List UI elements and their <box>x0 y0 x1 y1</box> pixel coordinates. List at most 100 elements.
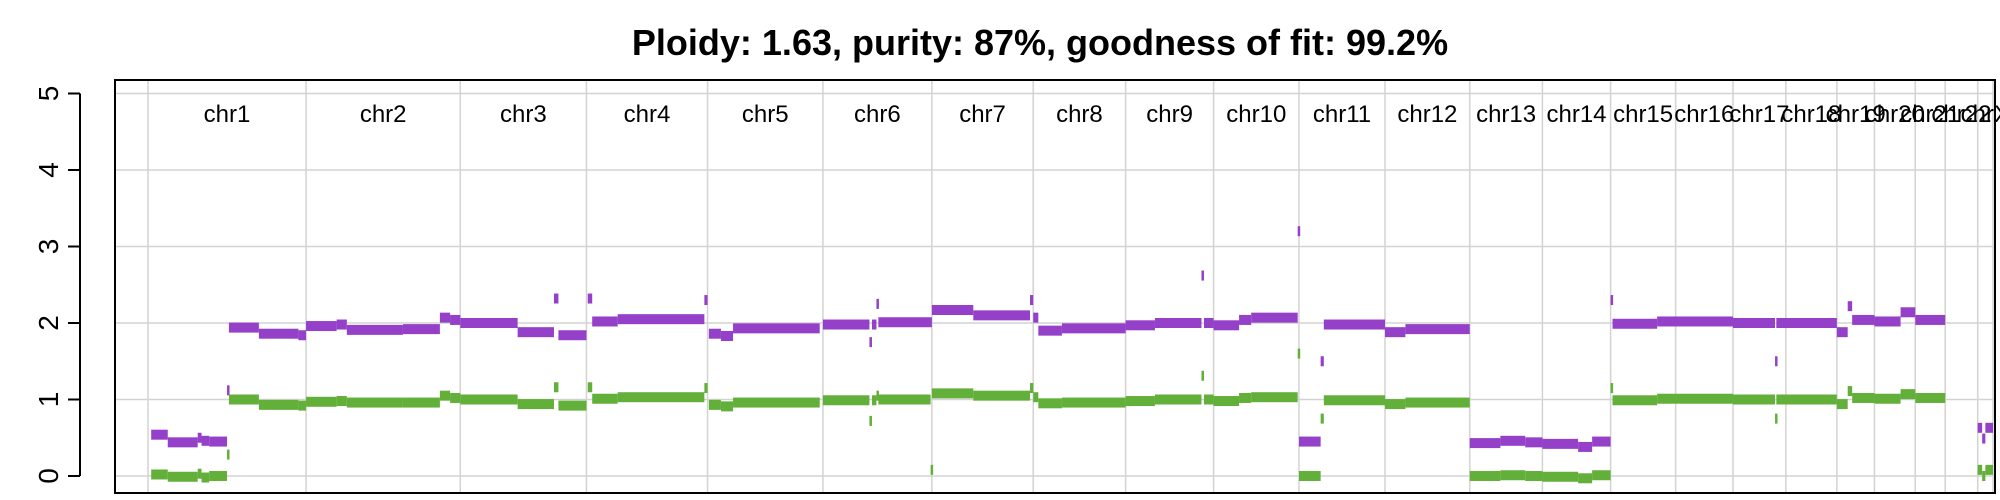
chromosome-label: chr1 <box>204 101 251 128</box>
total-copy-segment <box>878 317 932 328</box>
minor-copy-segment <box>1385 399 1406 410</box>
y-tick-label: 1 <box>33 392 64 408</box>
minor-copy-segment <box>822 395 870 406</box>
minor-copy-segment <box>1201 370 1205 381</box>
minor-copy-segment <box>1239 392 1252 403</box>
total-copy-segment <box>1847 301 1853 312</box>
minor-copy-segment <box>1657 393 1733 404</box>
total-copy-segment <box>1874 316 1901 327</box>
total-copy-segment <box>733 323 820 334</box>
total-copy-segment <box>1385 327 1406 338</box>
minor-copy-segment <box>587 382 593 393</box>
minor-copy-segment <box>1732 394 1776 405</box>
total-copy-segment <box>558 330 587 341</box>
total-copy-segment <box>553 293 559 304</box>
total-copy-segment <box>1239 314 1252 325</box>
minor-copy-segment <box>197 468 202 479</box>
minor-copy-segment <box>1985 464 1993 475</box>
total-copy-segment <box>298 330 307 341</box>
grid-lines <box>115 80 1995 493</box>
total-copy-segment <box>720 331 734 342</box>
minor-copy-segment <box>402 397 440 408</box>
chromosome-label: chr17 <box>1729 101 1789 128</box>
total-copy-segment <box>1610 295 1614 306</box>
total-copy-segment <box>1201 270 1205 281</box>
minor-copy-segment <box>1612 395 1658 406</box>
minor-copy-segment <box>209 471 228 481</box>
chromosome-label: chr6 <box>854 101 901 128</box>
total-copy-segment <box>1320 356 1324 367</box>
total-copy-segment <box>1915 314 1946 325</box>
minor-copy-segment <box>1915 392 1946 403</box>
minor-copy-segment <box>1297 348 1301 359</box>
total-copy-segment <box>931 304 974 315</box>
total-copy-segment <box>402 324 440 335</box>
chromosome-label: chr18 <box>1781 101 1841 128</box>
total-copy-segment <box>517 327 554 338</box>
total-copy-segment <box>227 385 230 396</box>
total-copy-segment <box>587 293 593 304</box>
total-copy-segment <box>1323 319 1386 330</box>
minor-copy-segment <box>1847 386 1853 397</box>
total-copy-segment <box>1977 422 1983 433</box>
total-copy-segment <box>1836 327 1848 338</box>
total-copy-segment <box>1469 438 1501 449</box>
total-copy-segment <box>336 319 347 330</box>
minor-copy-segment <box>1776 394 1837 405</box>
minor-copy-segment <box>1578 473 1593 484</box>
total-copy-segment <box>167 437 198 448</box>
chromosome-label: chr13 <box>1476 101 1536 128</box>
minor-copy-segment <box>1525 471 1543 481</box>
total-copy-segment <box>1298 436 1321 447</box>
total-copy-segment <box>592 316 618 327</box>
total-copy-segment <box>439 312 451 323</box>
total-copy-segment <box>1204 318 1214 328</box>
y-axis: 0 1 2 3 4 5 <box>33 86 81 484</box>
total-copy-segment <box>1657 316 1733 327</box>
total-copy-segment <box>871 319 877 330</box>
total-copy-segment <box>1775 356 1778 367</box>
chromosome-label: chr4 <box>624 101 671 128</box>
plot-frame <box>114 79 1996 494</box>
chromosome-label: chr11 <box>1313 101 1371 128</box>
chromosome-label: chr3 <box>500 101 547 128</box>
minor-copy-segment <box>553 382 559 393</box>
minor-copy-segment <box>517 399 554 410</box>
total-copy-segment <box>1732 318 1776 328</box>
minor-copy-segment <box>876 390 879 401</box>
minor-copy-segment <box>151 469 168 480</box>
minor-copy-segment <box>1977 464 1983 475</box>
total-copy-segment <box>1033 312 1039 323</box>
minor-copy-segment <box>450 392 461 403</box>
minor-copy-segment <box>228 394 259 405</box>
total-copy-segment <box>876 298 879 309</box>
y-tick-label: 0 <box>33 468 64 484</box>
total-copy-segment <box>1852 314 1875 325</box>
chromosome-label: chr12 <box>1397 101 1457 128</box>
minor-copy-segment <box>617 392 705 403</box>
minor-copy-segment <box>336 396 347 407</box>
minor-copy-segment <box>346 397 403 408</box>
total-copy-segment <box>704 295 708 306</box>
minor-copy-segment <box>167 471 198 482</box>
total-copy-segment <box>1982 433 1986 444</box>
minor-copy-segment <box>1213 396 1240 407</box>
minor-copy-segment <box>1204 394 1214 405</box>
total-copy-segment <box>346 324 403 335</box>
total-copy-segment <box>822 319 870 330</box>
total-copy-segment <box>1154 318 1202 328</box>
total-copy-segment <box>1213 320 1240 331</box>
minor-copy-segment <box>201 472 210 483</box>
total-copy-segment <box>1125 320 1155 331</box>
total-copy-segment <box>1405 324 1470 335</box>
minor-copy-segment <box>460 394 518 405</box>
total-copy-segment <box>306 321 337 332</box>
chromosome-label: chrX <box>1961 101 2000 128</box>
minor-copy-segment <box>1874 393 1901 404</box>
minor-copy-segment <box>1033 392 1039 403</box>
minor-copy-segment <box>227 449 230 460</box>
total-copy-segment <box>1542 438 1579 449</box>
chromosome-label: chr2 <box>360 101 407 128</box>
minor-copy-segment <box>439 390 451 401</box>
